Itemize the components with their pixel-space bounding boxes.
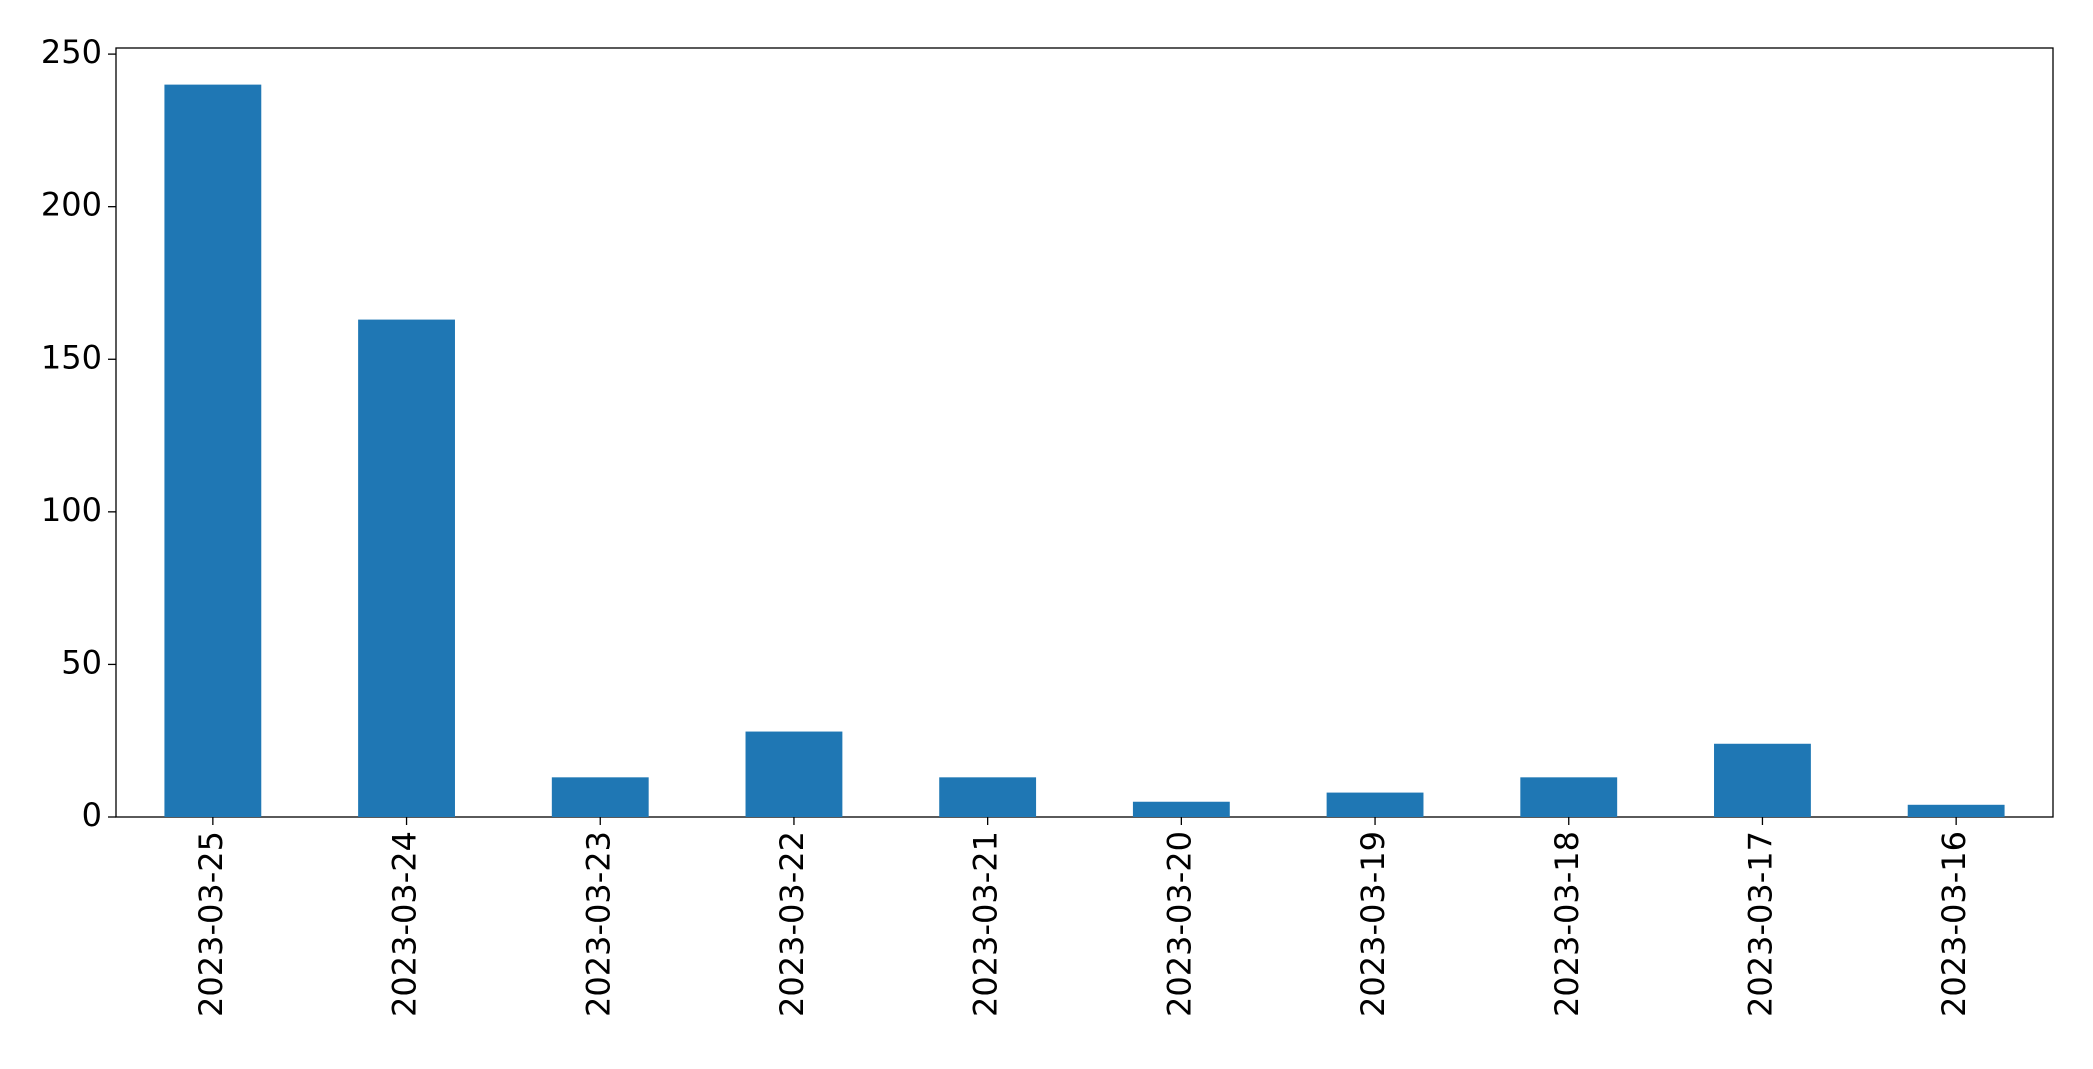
x-tick-label: 2023-03-20 bbox=[1160, 831, 1198, 1017]
x-tick-label: 2023-03-21 bbox=[967, 831, 1005, 1017]
bar bbox=[1326, 792, 1424, 817]
bar bbox=[745, 731, 843, 817]
y-tick-label: 150 bbox=[41, 338, 102, 376]
bar bbox=[1907, 804, 2005, 817]
y-tick-label: 0 bbox=[82, 796, 102, 834]
bar bbox=[164, 84, 262, 818]
x-tick-label: 2023-03-25 bbox=[192, 831, 230, 1017]
bar bbox=[551, 777, 649, 817]
x-tick-label: 2023-03-24 bbox=[386, 831, 424, 1017]
bar bbox=[939, 777, 1037, 817]
x-tick-label: 2023-03-19 bbox=[1354, 831, 1392, 1017]
y-tick-label: 50 bbox=[61, 643, 102, 681]
x-tick-label: 2023-03-17 bbox=[1741, 831, 1779, 1017]
x-tick-label: 2023-03-18 bbox=[1548, 831, 1586, 1017]
bar bbox=[1132, 801, 1230, 817]
y-tick-label: 200 bbox=[41, 186, 102, 224]
bar bbox=[1520, 777, 1618, 817]
y-tick-label: 100 bbox=[41, 491, 102, 529]
bar bbox=[358, 319, 455, 817]
x-tick-label: 2023-03-22 bbox=[773, 831, 811, 1017]
x-tick-label: 2023-03-16 bbox=[1935, 831, 1973, 1017]
axes-frame bbox=[115, 47, 2054, 818]
bar bbox=[1714, 743, 1811, 817]
y-tick-label: 250 bbox=[41, 33, 102, 71]
x-tick-label: 2023-03-23 bbox=[579, 831, 617, 1017]
